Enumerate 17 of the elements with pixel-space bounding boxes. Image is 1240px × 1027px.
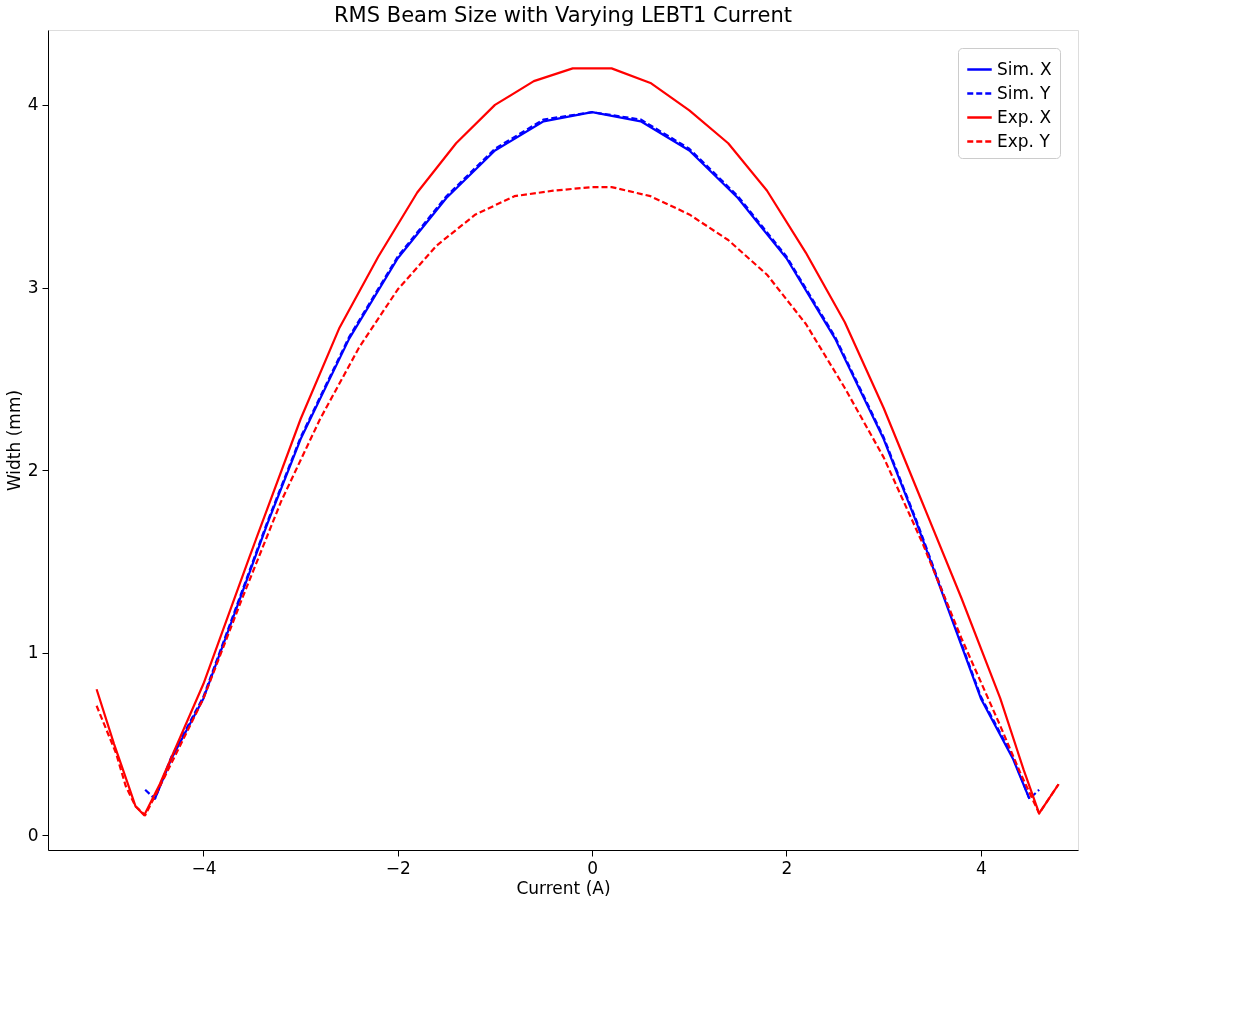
- x-tick-label: 2: [781, 857, 793, 878]
- y-tick-label: 3: [27, 277, 39, 298]
- x-axis-title: Current (A): [516, 877, 611, 898]
- legend-label: Exp. X: [997, 106, 1052, 127]
- y-tick-label: 2: [27, 459, 39, 480]
- y-tick-label: 0: [27, 824, 39, 845]
- x-tick-label: 0: [587, 857, 599, 878]
- legend-label: Sim. X: [997, 58, 1052, 79]
- x-tick-label: −2: [385, 857, 411, 878]
- legend-label: Sim. Y: [997, 82, 1051, 103]
- y-tick-label: 1: [27, 642, 39, 663]
- x-tick-label: 4: [975, 857, 987, 878]
- y-tick-label: 4: [27, 94, 39, 115]
- y-axis-title: Width (mm): [3, 389, 24, 492]
- legend-label: Exp. Y: [997, 130, 1051, 151]
- x-tick-label: −4: [191, 857, 217, 878]
- chart-title: RMS Beam Size with Varying LEBT1 Current: [334, 3, 792, 27]
